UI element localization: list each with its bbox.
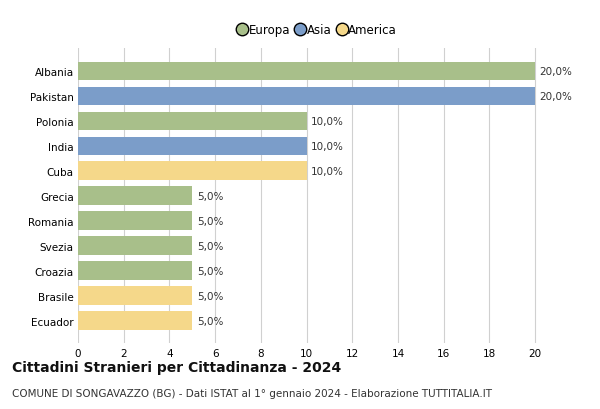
Text: 20,0%: 20,0% (540, 92, 572, 102)
Text: COMUNE DI SONGAVAZZO (BG) - Dati ISTAT al 1° gennaio 2024 - Elaborazione TUTTITA: COMUNE DI SONGAVAZZO (BG) - Dati ISTAT a… (12, 389, 492, 398)
Text: 20,0%: 20,0% (540, 67, 572, 77)
Bar (78, 237, 192, 256)
Text: 10,0%: 10,0% (311, 166, 344, 176)
Bar (78, 112, 307, 131)
Text: 5,0%: 5,0% (197, 266, 223, 276)
Bar (78, 262, 192, 280)
Bar (78, 88, 535, 106)
Text: Cittadini Stranieri per Cittadinanza - 2024: Cittadini Stranieri per Cittadinanza - 2… (12, 360, 341, 374)
Text: 5,0%: 5,0% (197, 316, 223, 326)
Text: 5,0%: 5,0% (197, 291, 223, 301)
Text: 5,0%: 5,0% (197, 241, 223, 251)
Bar (78, 162, 307, 181)
Text: 10,0%: 10,0% (311, 142, 344, 151)
Bar (78, 212, 192, 231)
Text: 5,0%: 5,0% (197, 191, 223, 201)
Bar (78, 312, 192, 330)
Text: 10,0%: 10,0% (311, 117, 344, 127)
Bar (78, 187, 192, 206)
Bar (78, 287, 192, 305)
Bar (78, 137, 307, 156)
Legend: Europa, Asia, America: Europa, Asia, America (239, 24, 397, 37)
Text: 5,0%: 5,0% (197, 216, 223, 226)
Bar (78, 63, 535, 81)
